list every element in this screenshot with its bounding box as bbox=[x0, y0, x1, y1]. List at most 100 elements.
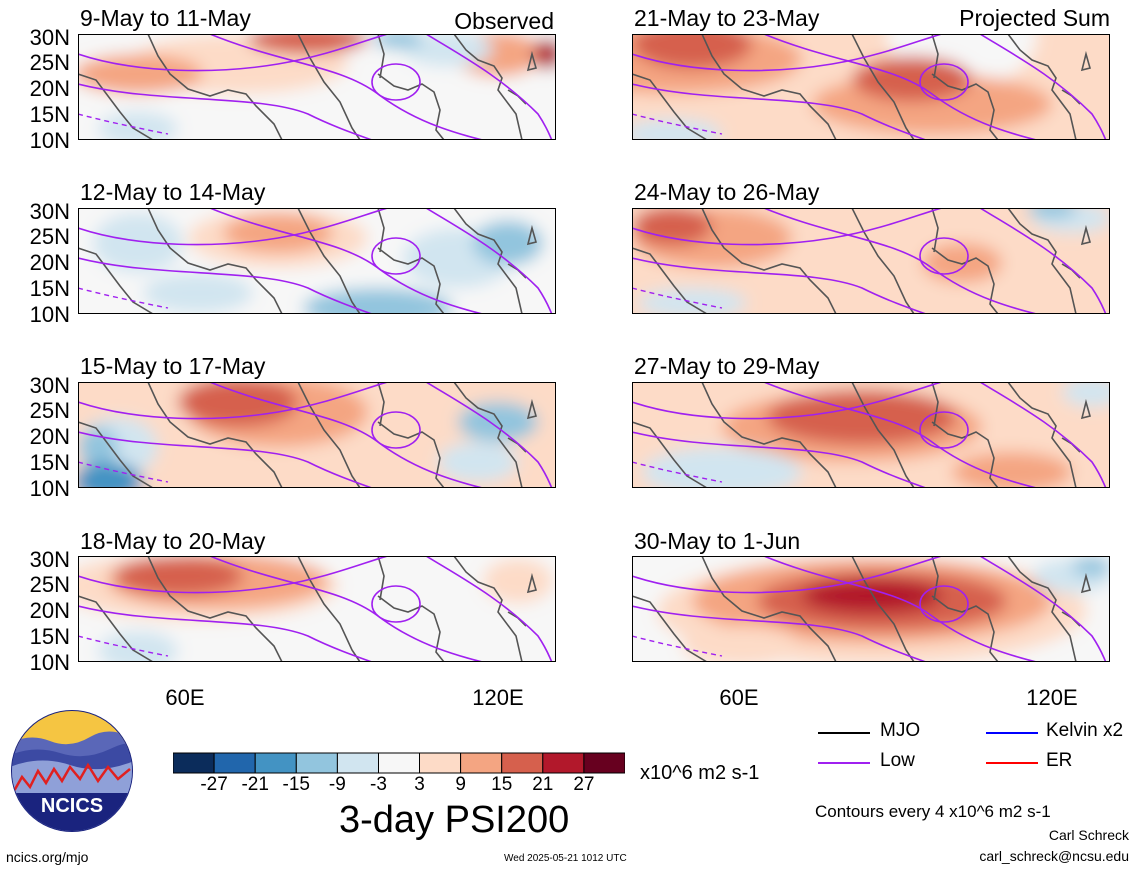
lat-label: 25N bbox=[29, 572, 70, 597]
map-panel-3 bbox=[78, 208, 556, 314]
legend-line-kelvin bbox=[986, 732, 1038, 734]
panel-title-1: 9-May to 11-May bbox=[80, 5, 251, 31]
colorbar-tick-label: 27 bbox=[573, 774, 595, 795]
colorbar-tick-label: 9 bbox=[455, 774, 466, 795]
low-contour bbox=[78, 34, 391, 72]
lat-label: 15N bbox=[29, 450, 70, 475]
anomaly-shading bbox=[78, 382, 556, 488]
email: carl_schreck@ncsu.edu bbox=[979, 848, 1129, 864]
map-panel-1 bbox=[78, 34, 556, 140]
site-url: ncics.org/mjo bbox=[6, 849, 89, 865]
colorbar-swatch bbox=[583, 752, 625, 774]
low-contour bbox=[78, 431, 375, 488]
chart-title: 3-day PSI200 bbox=[339, 799, 570, 841]
negative-contour bbox=[632, 635, 723, 657]
low-contour-closed bbox=[919, 63, 969, 101]
negative-contour bbox=[632, 287, 723, 309]
low-contour bbox=[424, 208, 553, 314]
anomaly-shading bbox=[632, 34, 1110, 140]
map-frame bbox=[632, 556, 1110, 662]
low-contour bbox=[424, 556, 553, 662]
lat-label: 20N bbox=[29, 424, 70, 449]
lat-label: 25N bbox=[29, 224, 70, 249]
low-contour bbox=[632, 208, 945, 246]
ncics-logo: NCICS bbox=[11, 710, 133, 832]
low-contour bbox=[207, 556, 486, 662]
low-contour bbox=[632, 34, 945, 72]
lat-label: 10N bbox=[29, 128, 70, 153]
lon-label-120e-left: 120E bbox=[472, 685, 524, 710]
panel-title-6: 27-May to 29-May bbox=[634, 353, 820, 379]
low-contour bbox=[78, 83, 375, 140]
low-contour bbox=[978, 34, 1107, 140]
colorbar-tick-label: -3 bbox=[370, 774, 387, 795]
timestamp: Wed 2025-05-21 1012 UTC bbox=[504, 853, 627, 864]
low-contour bbox=[761, 34, 1040, 140]
colorbar-units: x10^6 m2 s-1 bbox=[640, 762, 760, 784]
low-contour bbox=[424, 382, 553, 488]
low-contour bbox=[78, 605, 375, 662]
low-contour bbox=[632, 431, 929, 488]
low-contour bbox=[78, 208, 391, 246]
panel-title-3: 12-May to 14-May bbox=[80, 179, 266, 205]
legend-label-mjo: MJO bbox=[880, 720, 921, 741]
colorbar-swatch bbox=[213, 752, 256, 774]
negative-contour bbox=[78, 113, 169, 135]
lat-label: 25N bbox=[29, 398, 70, 423]
negative-contour bbox=[632, 461, 723, 483]
lat-label: 20N bbox=[29, 598, 70, 623]
legend-label-low: Low bbox=[880, 750, 915, 771]
low-contour-closed bbox=[919, 585, 969, 623]
low-contour bbox=[978, 556, 1107, 662]
lat-label: 30N bbox=[29, 25, 70, 50]
lat-label: 10N bbox=[29, 476, 70, 501]
low-contour-closed bbox=[371, 63, 421, 101]
projected-sum-label: Projected Sum bbox=[959, 5, 1110, 31]
legend-label-kelvin: Kelvin x2 bbox=[1046, 720, 1124, 741]
panel-title-8: 30-May to 1-Jun bbox=[634, 528, 801, 554]
colorbar-swatch bbox=[336, 752, 379, 774]
lat-label: 10N bbox=[29, 650, 70, 675]
colorbar-tick-label: -27 bbox=[200, 774, 228, 795]
lon-label-60e-left: 60E bbox=[165, 685, 205, 710]
lat-label: 20N bbox=[29, 250, 70, 275]
colorbar-tick-label: 3 bbox=[414, 774, 425, 795]
low-contour bbox=[207, 208, 486, 314]
lat-label: 10N bbox=[29, 302, 70, 327]
lat-label: 15N bbox=[29, 276, 70, 301]
low-contour-closed bbox=[919, 237, 969, 275]
lat-label: 30N bbox=[29, 547, 70, 572]
map-frame bbox=[78, 556, 556, 662]
low-contour bbox=[78, 382, 391, 420]
lat-label: 25N bbox=[29, 50, 70, 75]
map-panel-7 bbox=[78, 556, 556, 662]
colorbar-tick-label: -9 bbox=[328, 774, 346, 795]
lon-label-60e-right: 60E bbox=[719, 685, 759, 710]
negative-contour bbox=[78, 635, 169, 657]
colorbar-tick-label: 15 bbox=[491, 774, 513, 795]
map-frame bbox=[78, 208, 556, 314]
lat-label: 30N bbox=[29, 199, 70, 224]
map-frame bbox=[632, 208, 1110, 314]
anomaly-shading bbox=[78, 556, 556, 662]
map-panel-4 bbox=[632, 208, 1110, 314]
map-frame bbox=[78, 34, 556, 140]
legend-line-mjo bbox=[818, 732, 870, 734]
colorbar-swatch bbox=[419, 752, 462, 774]
low-contour bbox=[207, 34, 486, 140]
low-contour-closed bbox=[371, 411, 421, 449]
observed-label: Observed bbox=[454, 8, 554, 34]
panel-title-7: 18-May to 20-May bbox=[80, 528, 266, 554]
low-contour bbox=[424, 34, 553, 140]
map-panel-5 bbox=[78, 382, 556, 488]
low-contour bbox=[207, 382, 486, 488]
low-contour-closed bbox=[371, 585, 421, 623]
low-contour bbox=[978, 208, 1107, 314]
colorbar bbox=[173, 752, 625, 774]
colorbar-swatch bbox=[295, 752, 338, 774]
low-contour bbox=[761, 556, 1040, 662]
panel-title-2: 21-May to 23-May bbox=[634, 5, 820, 31]
map-frame bbox=[632, 382, 1110, 488]
anomaly-shading bbox=[632, 208, 1110, 314]
author: Carl Schreck bbox=[1048, 827, 1129, 843]
